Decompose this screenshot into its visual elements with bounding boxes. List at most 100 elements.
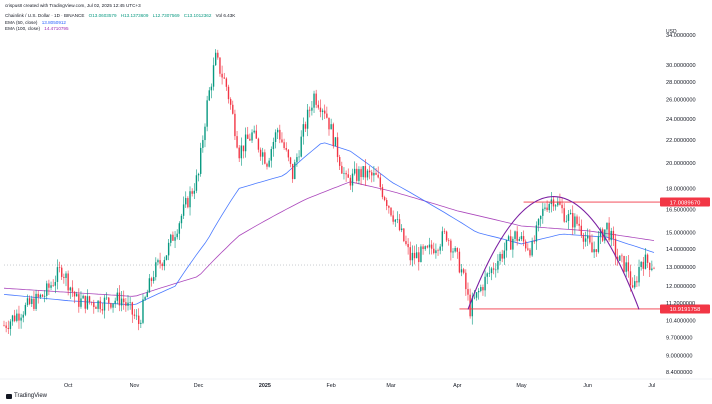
ema100-legend[interactable]: EMA (100, close) 14.4710795 [5,26,72,32]
candle-body [565,220,568,222]
ema50-legend[interactable]: EMA (50, close) 13.8050912 [5,20,69,26]
candle-body [480,287,482,291]
candle-body [204,126,206,141]
volume-readout: Vol 6.43K [215,13,236,18]
candle-body [43,295,46,297]
candles [3,49,655,336]
brand-text: TradingView [14,393,48,399]
candle-body [574,216,576,228]
candle-body [426,246,429,248]
candle-body [138,315,140,324]
candle-body [356,168,358,181]
time-axis[interactable]: Oct Nov Dec 2025 Feb Mar Apr May Jun Jul [0,378,712,389]
candle-body [182,204,185,216]
candle-body [268,160,270,167]
candle-body [185,198,187,205]
candle-body [48,283,50,288]
candle-body [114,300,116,304]
candle-body [627,262,630,272]
candle-body [358,169,360,181]
ema100-path [3,181,655,297]
tradingview-logo[interactable]: TradingView [6,393,47,399]
candle-body [351,173,354,186]
candle-body [37,293,39,298]
candle-body [604,229,606,241]
y-tick-label: 26.0000000 [666,98,696,104]
candle-body [398,219,401,231]
candle-body [396,219,399,220]
candle-body [653,268,655,270]
candle-body [140,322,142,324]
y-tick-label: 28.0000000 [666,80,696,86]
candle-body [343,173,345,174]
x-tick-label: Apr [453,383,462,389]
candle-body [584,238,587,242]
candle-body [463,269,465,273]
candle-body [28,298,31,304]
candle-body [338,157,341,166]
candle-body [262,152,264,157]
candle-body [512,238,514,250]
symbol-legend[interactable]: Chainlink / U.S. Dollar · 1D · BINANCE O… [5,13,238,19]
candle-body [546,207,548,211]
candle-body [456,248,458,252]
candle-body [69,287,71,291]
y-tick-label: 12.0000000 [666,284,696,290]
author-line: crispus8 created with TradingView.com, J… [5,3,141,8]
level-label: 10.9191758 [670,307,701,313]
y-tick-label: 15.0000000 [666,230,696,236]
candle-body [625,262,627,272]
candle-body [360,169,362,178]
candle-body [195,175,198,191]
price-axis[interactable]: 34.0000000 30.0000000 28.0000000 26.0000000… [666,33,696,376]
candle-body [82,295,84,299]
candle-body [157,260,159,263]
candle-body [22,314,24,318]
candle-body [649,262,651,270]
y-tick-label: 10.4000000 [666,319,696,325]
candle-body [221,73,223,78]
candle-body [150,278,153,282]
candle-body [264,152,266,164]
candle-body [437,250,439,251]
candle-body [26,298,29,305]
candle-body [298,156,300,158]
candle-body [522,236,525,242]
candle-body [229,99,232,105]
candle-body [621,255,623,257]
candle-body [212,65,215,87]
candle-body [18,313,20,321]
candle-body [86,296,89,309]
candle-body [112,303,114,308]
candle-body [317,104,320,108]
candle-body [170,234,172,243]
candle-body [294,162,296,180]
candle-body [394,219,396,222]
candle-body [418,252,420,263]
candle-body [33,298,35,309]
candle-body [253,130,255,133]
y-tick-label: 9.0000000 [666,354,692,360]
candle-body [533,241,535,242]
candle-body [236,136,238,148]
candle-body [304,124,307,129]
candle-body [302,124,305,137]
candle-body [142,299,144,323]
candle-body [651,268,653,270]
candle-body [324,110,326,114]
candle-body [638,267,640,283]
candle-body [623,255,625,272]
candle-body [52,285,54,286]
candle-body [244,134,247,152]
candle-body [71,287,74,292]
candle-body [272,141,275,150]
candle-body [163,259,166,267]
candle-body [420,246,422,263]
x-tick-label: Jul [648,383,655,389]
candle-body [381,187,384,198]
candle-body [443,231,446,232]
candle-body [161,263,163,267]
candle-body [640,261,642,268]
candle-body [452,251,454,253]
